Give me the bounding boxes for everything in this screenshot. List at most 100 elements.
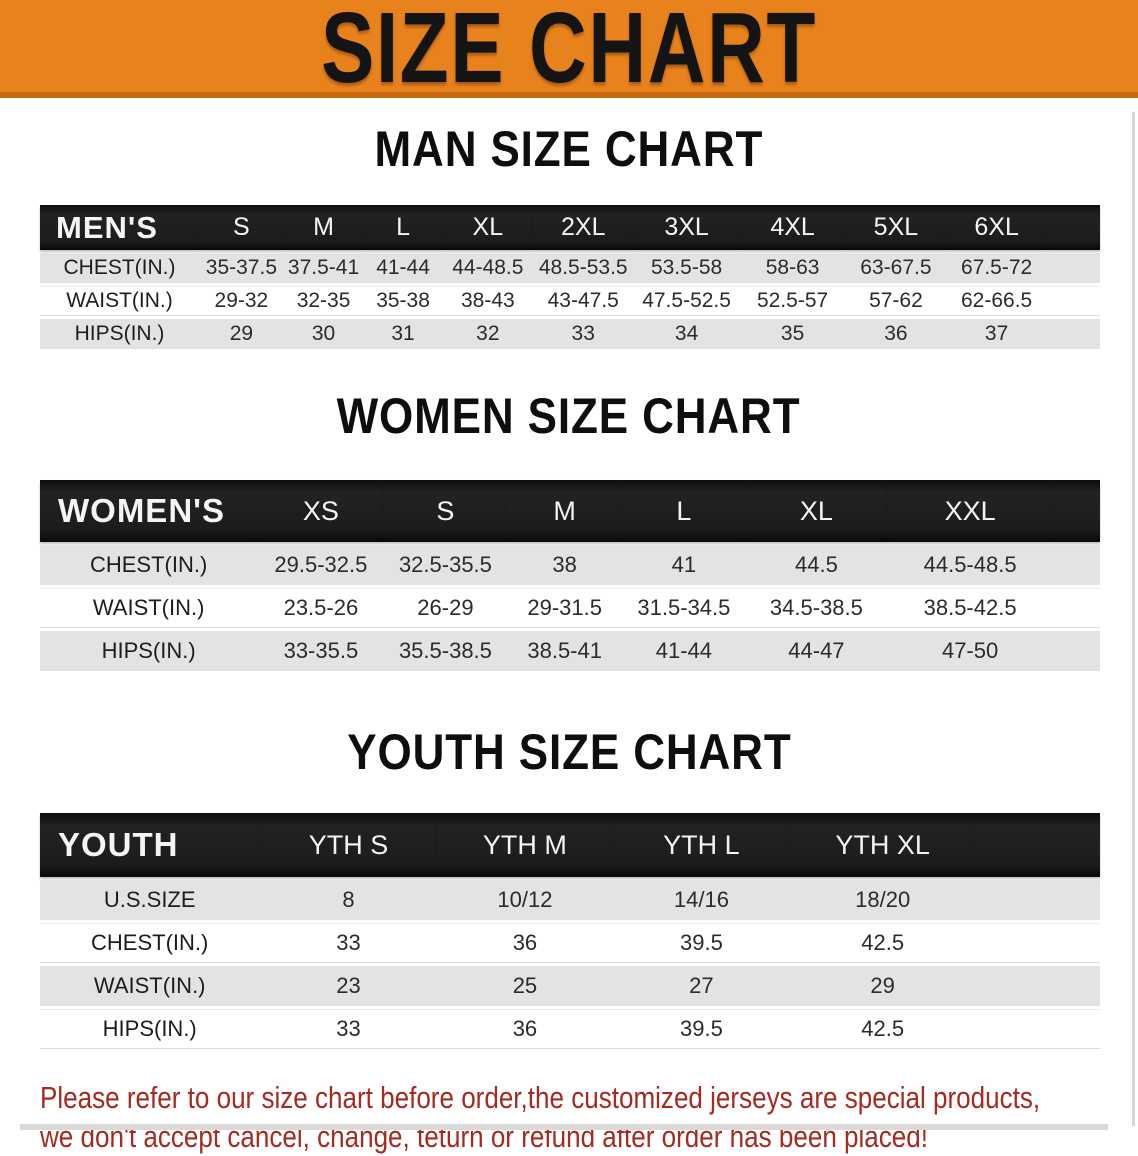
- column-header: YTH S: [259, 813, 438, 877]
- page-title: SIZE CHART: [321, 0, 817, 98]
- table-cell: 41-44: [363, 253, 443, 283]
- row-label: HIPS(IN.): [40, 1009, 260, 1049]
- table-cell: 31: [363, 319, 443, 349]
- table-row: CHEST(IN.) 35-37.5 37.5-41 41-44 44-48.5 48.5…: [40, 253, 1100, 283]
- table-cell: 29: [790, 966, 975, 1006]
- table-row: HIPS(IN.) 33-35.5 35.5-38.5 38.5-41 41-44 44-…: [40, 631, 1100, 671]
- row-spacer: [1052, 588, 1100, 628]
- table-cell: 43-47.5: [532, 286, 634, 316]
- header-spacer: [1052, 480, 1100, 542]
- table-cell: 14/16: [612, 880, 791, 920]
- table-cell: 63-67.5: [845, 253, 947, 283]
- row-spacer: [1046, 319, 1100, 349]
- column-header: YTH L: [612, 813, 791, 877]
- column-header: 5XL: [845, 205, 947, 250]
- table-cell: 32: [442, 319, 533, 349]
- column-header: 4XL: [739, 205, 846, 250]
- row-label: WAIST(IN.): [40, 286, 199, 316]
- table-cell: 44-48.5: [442, 253, 533, 283]
- column-header: YTH XL: [790, 813, 975, 877]
- row-spacer: [1046, 253, 1100, 283]
- header-row: MEN'S S M L XL 2XL 3XL 4XL 5XL 6XL: [40, 205, 1100, 250]
- table-cell: 41: [622, 545, 745, 585]
- table-title: MEN'S: [40, 205, 199, 250]
- men-heading-text: MAN SIZE CHART: [374, 121, 764, 177]
- column-header: XXL: [887, 480, 1053, 542]
- table-cell: 8: [259, 880, 438, 920]
- banner: SIZE CHART: [0, 0, 1138, 98]
- table-cell: 44-47: [744, 631, 888, 671]
- table-cell: 44.5: [744, 545, 888, 585]
- row-spacer: [974, 880, 1100, 920]
- table-cell: 27: [612, 966, 791, 1006]
- table-cell: 33: [532, 319, 634, 349]
- table-cell: 29-32: [199, 286, 284, 316]
- table-cell: 31.5-34.5: [622, 588, 745, 628]
- column-header: XL: [744, 480, 888, 542]
- table-cell: 29: [199, 319, 284, 349]
- table-cell: 34: [633, 319, 740, 349]
- disclaimer: Please refer to our size chart before or…: [40, 1078, 1138, 1156]
- row-label: HIPS(IN.): [40, 319, 199, 349]
- column-header: XS: [257, 480, 385, 542]
- table-cell: 42.5: [790, 1009, 975, 1049]
- header-row: WOMEN'S XS S M L XL XXL: [40, 480, 1100, 542]
- row-spacer: [974, 923, 1100, 963]
- table-cell: 36: [845, 319, 947, 349]
- youth-heading-text: YOUTH SIZE CHART: [346, 724, 792, 780]
- table-cell: 39.5: [612, 923, 791, 963]
- table-cell: 47.5-52.5: [633, 286, 740, 316]
- row-label: WAIST(IN.): [40, 588, 258, 628]
- table-cell: 37: [946, 319, 1047, 349]
- table-cell: 47-50: [887, 631, 1053, 671]
- header-spacer: [1046, 205, 1100, 250]
- column-header: S: [384, 480, 507, 542]
- table-title: WOMEN'S: [40, 480, 258, 542]
- row-spacer: [1052, 631, 1100, 671]
- table-cell: 44.5-48.5: [887, 545, 1053, 585]
- table-row: WAIST(IN.) 29-32 32-35 35-38 38-43 43-47.5 47.…: [40, 286, 1100, 316]
- table-cell: 32.5-35.5: [384, 545, 507, 585]
- column-header: M: [283, 205, 364, 250]
- table-row: CHEST(IN.) 29.5-32.5 32.5-35.5 38 41 44.5 44.5…: [40, 545, 1100, 585]
- column-header: YTH M: [437, 813, 613, 877]
- table-cell: 41-44: [622, 631, 745, 671]
- table-cell: 37.5-41: [283, 253, 364, 283]
- table-cell: 39.5: [612, 1009, 791, 1049]
- table-cell: 25: [437, 966, 613, 1006]
- table-cell: 36: [437, 1009, 613, 1049]
- column-header: XL: [442, 205, 533, 250]
- column-header: L: [363, 205, 443, 250]
- column-header: 2XL: [532, 205, 634, 250]
- table-cell: 48.5-53.5: [532, 253, 634, 283]
- column-header: M: [506, 480, 623, 542]
- column-header: S: [199, 205, 284, 250]
- disclaimer-line-1: Please refer to our size chart before or…: [40, 1080, 1041, 1115]
- row-label: CHEST(IN.): [40, 253, 199, 283]
- table-row: U.S.SIZE 8 10/12 14/16 18/20: [40, 880, 1100, 920]
- table-cell: 33-35.5: [257, 631, 385, 671]
- table-cell: 33: [259, 923, 438, 963]
- row-label: WAIST(IN.): [40, 966, 260, 1006]
- row-spacer: [1052, 545, 1100, 585]
- table-cell: 36: [437, 923, 613, 963]
- row-label: HIPS(IN.): [40, 631, 258, 671]
- row-spacer: [974, 1009, 1100, 1049]
- table-cell: 38.5-41: [506, 631, 623, 671]
- table-row: HIPS(IN.) 33 36 39.5 42.5: [40, 1009, 1100, 1049]
- table-cell: 38-43: [442, 286, 533, 316]
- table-row: WAIST(IN.) 23.5-26 26-29 29-31.5 31.5-34.5 34…: [40, 588, 1100, 628]
- table-cell: 35.5-38.5: [384, 631, 507, 671]
- row-spacer: [1046, 286, 1100, 316]
- table-title: YOUTH: [40, 813, 260, 877]
- table-cell: 35: [739, 319, 846, 349]
- men-size-table: MEN'S S M L XL 2XL 3XL 4XL 5XL 6XL CHEST(IN.) 35-37…: [40, 202, 1100, 352]
- table-cell: 10/12: [437, 880, 613, 920]
- table-row: HIPS(IN.) 29 30 31 32 33 34 35 36 37: [40, 319, 1100, 349]
- header-row: YOUTH YTH S YTH M YTH L YTH XL: [40, 813, 1100, 877]
- table-cell: 38: [506, 545, 623, 585]
- women-heading-text: WOMEN SIZE CHART: [337, 388, 801, 444]
- table-cell: 62-66.5: [946, 286, 1047, 316]
- column-header: 6XL: [946, 205, 1047, 250]
